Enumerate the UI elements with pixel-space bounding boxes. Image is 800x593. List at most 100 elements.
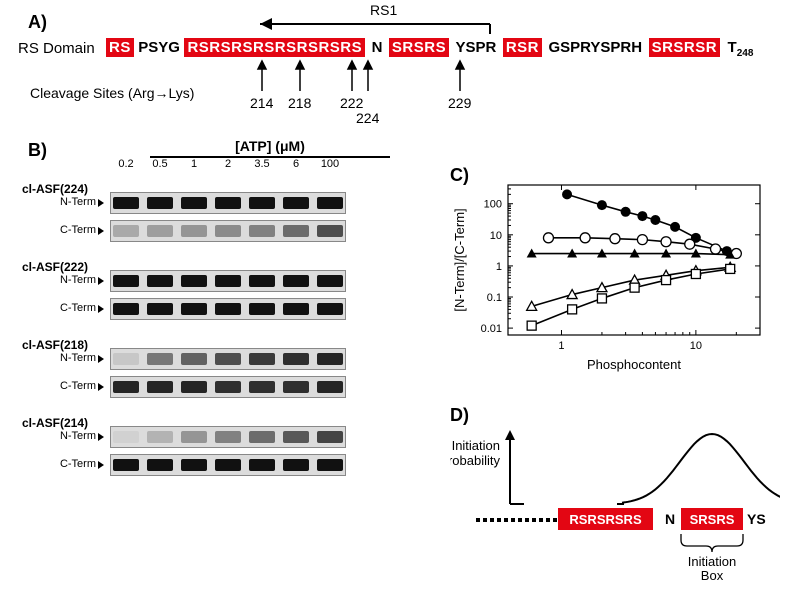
gel-band [215,303,241,315]
nterm-label-1: N-Term [26,274,96,286]
svg-text:RSRSRSRS: RSRSRSRS [569,512,642,527]
svg-text:0.1: 0.1 [487,292,502,304]
gel-band [113,197,139,209]
cterm-label-2: C-Term [26,380,96,392]
cleavage-arrows [0,55,800,110]
nterm-label-3: N-Term [26,430,96,442]
svg-text:Initiation: Initiation [452,438,500,453]
svg-text:Probability: Probability [450,453,500,468]
gel-band [147,225,173,237]
gel-band [113,353,139,365]
svg-text:Initiation: Initiation [688,554,736,569]
site-229: 229 [448,95,471,111]
cterm-label-0: C-Term [26,224,96,236]
svg-text:1: 1 [558,340,564,352]
svg-text:[N-Term]/[C-Term]: [N-Term]/[C-Term] [452,208,467,311]
gel-band [249,197,275,209]
gel-band [283,431,309,443]
gel-band [317,431,343,443]
marker-tri [98,355,104,363]
gel-band [147,459,173,471]
gel-band [215,381,241,393]
panel-d-diagram: RSRSRSRSNSRSRSYSInitiationBoxInitiationP… [450,410,780,580]
cterm-label-1: C-Term [26,302,96,314]
panel-c-chart: 0.010.1110100110Phosphocontent[N-Term]/[… [450,175,770,375]
gel-band [181,197,207,209]
marker-tri [98,383,104,391]
gel-band [113,459,139,471]
gel-band [181,275,207,287]
panel-b-label: B) [28,140,47,161]
gel-band [181,381,207,393]
atp-col-5: 6 [280,158,312,170]
gel-band [113,275,139,287]
gel-band [283,275,309,287]
gel-band [249,353,275,365]
gel-band [147,303,173,315]
gel-band [249,381,275,393]
gel-band [283,353,309,365]
atp-col-2: 1 [178,158,210,170]
gel-band [147,275,173,287]
construct-label-0: cl-ASF(224) [18,182,88,196]
seq-gap3: GSPRYSPRH [546,39,644,56]
panel-a-label: A) [28,12,47,33]
atp-col-3: 2 [212,158,244,170]
gel-band [283,459,309,471]
gel-band [113,381,139,393]
site-222: 222 [340,95,363,111]
cterm-label-3: C-Term [26,458,96,470]
svg-text:N: N [665,511,675,527]
rs1-text: RS1 [370,2,397,18]
marker-tri [98,461,104,469]
nterm-label-2: N-Term [26,352,96,364]
gel-band [317,353,343,365]
seq-tail: T248 [725,39,754,56]
atp-col-4: 3.5 [246,158,278,170]
gel-band [249,225,275,237]
marker-tri [98,199,104,207]
gel-band [215,353,241,365]
svg-text:10: 10 [490,230,502,242]
marker-tri [98,277,104,285]
gel-band [317,381,343,393]
gel-band [283,225,309,237]
atp-title: [ATP] (μM) [150,138,390,158]
site-224: 224 [356,110,379,126]
construct-label-1: cl-ASF(222) [18,260,88,274]
atp-col-1: 0.5 [144,158,176,170]
nterm-label-0: N-Term [26,196,96,208]
gel-band [249,275,275,287]
gel-band [181,225,207,237]
svg-text:Phosphocontent: Phosphocontent [587,357,681,372]
gel-band [215,275,241,287]
gel-band [317,303,343,315]
svg-text:100: 100 [484,199,502,211]
gel-band [181,459,207,471]
gel-band [215,459,241,471]
gel-band [283,303,309,315]
gel-band [147,353,173,365]
gel-band [181,431,207,443]
seq-gap2: YSPR [454,39,499,56]
gel-band [215,225,241,237]
gel-band [181,303,207,315]
gel-band [249,459,275,471]
gel-band [215,197,241,209]
gel-band [147,431,173,443]
gel-band [113,225,139,237]
gel-band [283,381,309,393]
gel-band [113,431,139,443]
svg-text:SRSRS: SRSRS [690,512,735,527]
seq-gap1: N [370,39,385,56]
construct-label-3: cl-ASF(214) [18,416,88,430]
svg-text:Box: Box [701,568,724,580]
svg-text:0.01: 0.01 [481,323,502,335]
gel-band [317,225,343,237]
gel-band [113,303,139,315]
gel-band [317,459,343,471]
gel-band [283,197,309,209]
gel-band [317,275,343,287]
marker-tri [98,305,104,313]
seq-pre: PSYG [138,39,180,56]
